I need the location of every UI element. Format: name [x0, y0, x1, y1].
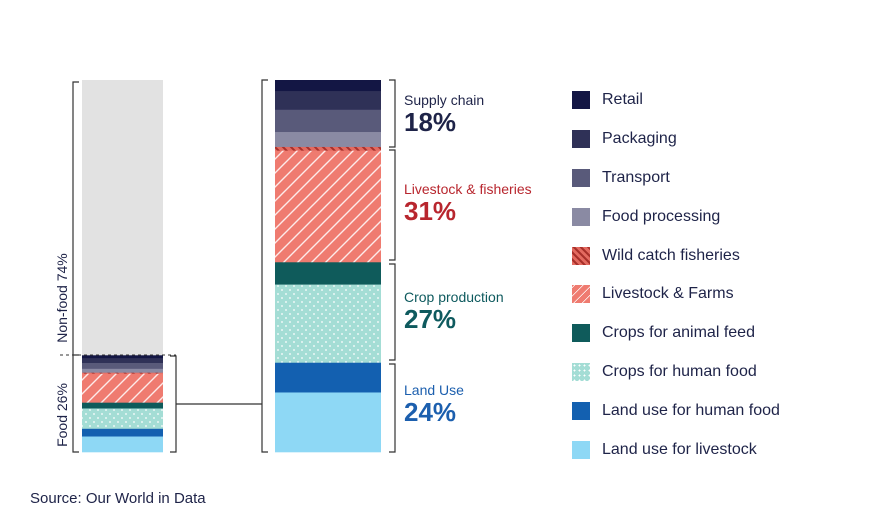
- overview-segment-retail: [82, 355, 163, 359]
- group-pct: 27%: [404, 304, 457, 334]
- breakdown-brackets: [261, 79, 396, 453]
- overview-segment-non-food: [82, 80, 163, 356]
- nonfood-label: Non-food 74%: [54, 253, 70, 343]
- legend-item-retail: Retail: [572, 81, 780, 120]
- legend-item-land-livestock: Land use for livestock: [572, 430, 780, 469]
- legend-label: Retail: [602, 91, 643, 109]
- legend-swatch: [572, 130, 590, 149]
- group-supply-chain: Supply chain 18%: [404, 92, 484, 136]
- breakdown-segment-crops-for-animal-feed: [275, 262, 381, 285]
- legend-swatch: [572, 246, 590, 265]
- legend-swatch: [572, 324, 590, 343]
- group-land-use: Land Use 24%: [404, 382, 464, 426]
- legend-swatch: [572, 362, 590, 381]
- legend-label: Transport: [602, 168, 670, 186]
- legend-label: Food processing: [602, 207, 721, 225]
- group-name: Supply chain: [404, 92, 485, 108]
- overview-brackets: [72, 81, 262, 453]
- legend-swatch: [572, 285, 590, 304]
- breakdown-segment-land-use-for-human-food: [275, 362, 381, 393]
- group-livestock-fisheries: Livestock & fisheries 31%: [404, 181, 532, 225]
- overview-segment-packaging: [82, 358, 163, 364]
- breakdown-segment-land-use-for-livestock: [275, 392, 381, 453]
- food-label: Food 26%: [54, 383, 70, 447]
- legend-swatch: [572, 401, 590, 420]
- legend-item-livestock-farms: Livestock & Farms: [572, 275, 780, 314]
- group-pct: 18%: [404, 107, 457, 137]
- breakdown-segment-packaging: [275, 91, 381, 111]
- bracket-livestock: [389, 149, 396, 261]
- group-name: Crop production: [404, 289, 504, 305]
- legend-label: Land use for livestock: [602, 440, 757, 458]
- breakdown-segment-retail: [275, 80, 381, 92]
- overview-segment-crops-for-animal-feed: [82, 402, 163, 409]
- breakdown-segment-food-processing: [275, 132, 381, 148]
- breakdown-segment-transport: [275, 109, 381, 133]
- overview-segment-livestock-farms: [82, 373, 163, 403]
- legend-label: Packaging: [602, 130, 677, 148]
- breakdown-left-bracket: [261, 79, 268, 453]
- legend-label: Wild catch fisheries: [602, 246, 740, 264]
- legend-label: Livestock & Farms: [602, 285, 734, 303]
- overview-segment-land-use-for-human-food: [82, 428, 163, 437]
- breakdown-segment-livestock-farms: [275, 150, 381, 263]
- legend-label: Land use for human food: [602, 401, 780, 419]
- overview-bar: [82, 80, 163, 453]
- bracket-land: [389, 363, 396, 453]
- legend-item-crops-human: Crops for human food: [572, 353, 780, 392]
- overview-segment-wild-catch-fisheries: [82, 372, 163, 374]
- legend-label: Crops for animal feed: [602, 324, 755, 342]
- legend-item-wild-catch: Wild catch fisheries: [572, 236, 780, 275]
- bracket-crops: [389, 263, 396, 361]
- overview-segment-food-processing: [82, 368, 163, 373]
- overview-segment-land-use-for-livestock: [82, 436, 163, 453]
- legend-item-packaging: Packaging: [572, 120, 780, 159]
- legend-swatch: [572, 91, 590, 110]
- group-name: Land Use: [404, 382, 464, 398]
- legend-swatch: [572, 207, 590, 226]
- breakdown-bar: [275, 80, 381, 453]
- overview-segment-crops-for-human-food: [82, 408, 163, 430]
- group-pct: 31%: [404, 196, 457, 226]
- legend-item-transport: Transport: [572, 159, 780, 198]
- legend: Retail Packaging Transport Food processi…: [572, 81, 780, 469]
- source-note: Source: Our World in Data: [30, 490, 206, 507]
- group-pct: 24%: [404, 397, 457, 427]
- legend-item-land-human: Land use for human food: [572, 391, 780, 430]
- bracket-supply-chain: [389, 79, 396, 148]
- breakdown-segment-crops-for-human-food: [275, 284, 381, 364]
- legend-swatch: [572, 440, 590, 459]
- legend-label: Crops for human food: [602, 362, 757, 380]
- breakdown-segment-wild-catch-fisheries: [275, 146, 381, 151]
- food-bracket-right: [170, 355, 177, 453]
- food-bracket: [72, 354, 79, 453]
- legend-swatch: [572, 168, 590, 187]
- group-crop-production: Crop production 27%: [404, 289, 504, 333]
- nonfood-bracket: [72, 81, 79, 355]
- overview-segment-transport: [82, 363, 163, 370]
- legend-item-crops-animal: Crops for animal feed: [572, 314, 780, 353]
- legend-item-food-processing: Food processing: [572, 197, 780, 236]
- group-name: Livestock & fisheries: [404, 181, 532, 197]
